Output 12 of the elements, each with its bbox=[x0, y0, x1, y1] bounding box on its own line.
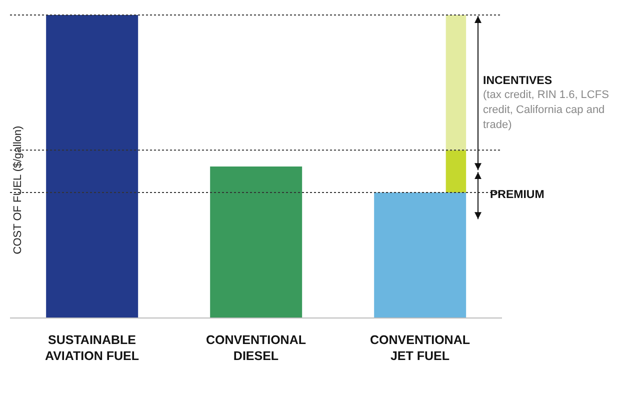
series-label: INCENTIVES bbox=[483, 75, 554, 87]
bar bbox=[446, 15, 466, 150]
bar bbox=[446, 150, 466, 193]
y-axis-title: COST OF FUEL ($/gallon) bbox=[12, 126, 24, 254]
bar bbox=[374, 192, 466, 318]
x-tick-label: CONVENTIONAL DIESEL bbox=[206, 333, 306, 363]
x-tick-label: SUSTAINABLE AVIATION FUEL bbox=[45, 333, 140, 363]
x-tick-label: CONVENTIONAL JET FUEL bbox=[370, 333, 470, 363]
annotation: (tax credit, RIN 1.6, LCFS credit, California cap and trade) bbox=[483, 88, 610, 133]
text: PREMIUM bbox=[490, 188, 546, 201]
bar bbox=[46, 15, 138, 318]
bar bbox=[210, 166, 302, 318]
